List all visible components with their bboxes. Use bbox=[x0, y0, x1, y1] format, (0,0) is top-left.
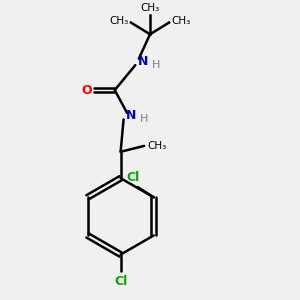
Text: CH₃: CH₃ bbox=[171, 16, 190, 26]
Text: N: N bbox=[138, 55, 148, 68]
Text: Cl: Cl bbox=[114, 275, 127, 288]
Text: CH₃: CH₃ bbox=[140, 3, 160, 13]
Text: Cl: Cl bbox=[127, 171, 140, 184]
Text: CH₃: CH₃ bbox=[148, 141, 167, 151]
Text: N: N bbox=[126, 110, 136, 122]
Text: H: H bbox=[152, 60, 160, 70]
Text: H: H bbox=[140, 115, 148, 124]
Text: CH₃: CH₃ bbox=[110, 16, 129, 26]
Text: O: O bbox=[82, 84, 92, 97]
